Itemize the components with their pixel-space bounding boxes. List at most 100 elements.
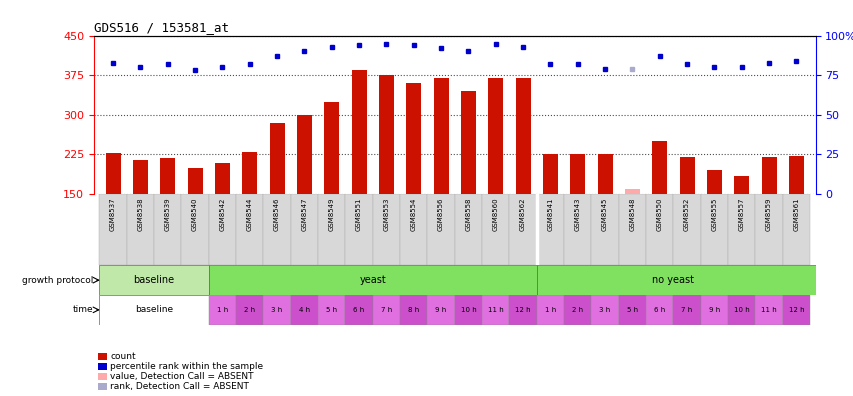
Text: 7 h: 7 h bbox=[681, 307, 692, 313]
Text: 12 h: 12 h bbox=[514, 307, 531, 313]
Text: GSM8540: GSM8540 bbox=[192, 198, 198, 231]
Bar bbox=[372, 295, 399, 325]
Text: 8 h: 8 h bbox=[408, 307, 419, 313]
Bar bbox=[160, 158, 175, 194]
Bar bbox=[618, 194, 646, 265]
Text: 3 h: 3 h bbox=[271, 307, 282, 313]
Text: 2 h: 2 h bbox=[572, 307, 583, 313]
Bar bbox=[482, 295, 509, 325]
Bar bbox=[728, 194, 755, 265]
Text: growth protocol: growth protocol bbox=[22, 276, 93, 285]
Text: 6 h: 6 h bbox=[353, 307, 364, 313]
Bar bbox=[433, 78, 448, 194]
Bar bbox=[482, 194, 509, 265]
Bar bbox=[673, 295, 700, 325]
Text: 3 h: 3 h bbox=[599, 307, 610, 313]
Text: 1 h: 1 h bbox=[544, 307, 555, 313]
Bar bbox=[761, 157, 775, 194]
Bar bbox=[564, 295, 591, 325]
Bar bbox=[406, 83, 421, 194]
Text: 11 h: 11 h bbox=[487, 307, 503, 313]
Text: GSM8538: GSM8538 bbox=[137, 198, 143, 231]
Text: GSM8542: GSM8542 bbox=[219, 198, 225, 231]
Bar bbox=[235, 295, 263, 325]
Bar bbox=[624, 189, 639, 194]
Text: GSM8557: GSM8557 bbox=[738, 198, 744, 231]
Bar bbox=[263, 295, 290, 325]
Text: GSM8539: GSM8539 bbox=[165, 198, 171, 231]
Bar bbox=[99, 194, 126, 265]
Text: 5 h: 5 h bbox=[626, 307, 637, 313]
Bar bbox=[426, 194, 455, 265]
Text: GSM8545: GSM8545 bbox=[601, 198, 607, 231]
Bar bbox=[215, 164, 229, 194]
Text: GSM8547: GSM8547 bbox=[301, 198, 307, 231]
Bar bbox=[734, 175, 748, 194]
Bar bbox=[509, 194, 537, 265]
Bar bbox=[345, 194, 372, 265]
Text: GSM8546: GSM8546 bbox=[274, 198, 280, 231]
Bar bbox=[208, 295, 235, 325]
Text: yeast: yeast bbox=[359, 275, 386, 285]
Text: 10 h: 10 h bbox=[460, 307, 476, 313]
Bar bbox=[372, 194, 399, 265]
Text: GDS516 / 153581_at: GDS516 / 153581_at bbox=[94, 21, 229, 34]
Text: GSM8552: GSM8552 bbox=[683, 198, 689, 231]
Bar bbox=[591, 295, 618, 325]
Bar bbox=[297, 115, 311, 194]
Bar bbox=[126, 194, 154, 265]
Bar bbox=[706, 170, 721, 194]
Bar bbox=[270, 123, 284, 194]
Bar bbox=[488, 78, 502, 194]
Text: GSM8558: GSM8558 bbox=[465, 198, 471, 231]
Text: GSM8541: GSM8541 bbox=[547, 198, 553, 231]
Text: GSM8543: GSM8543 bbox=[574, 198, 580, 231]
Bar bbox=[788, 156, 803, 194]
Text: GSM8555: GSM8555 bbox=[711, 198, 717, 231]
Bar bbox=[537, 265, 823, 295]
Bar bbox=[188, 168, 202, 194]
Bar bbox=[597, 154, 612, 194]
Bar bbox=[728, 295, 755, 325]
Bar bbox=[324, 102, 339, 194]
Bar bbox=[99, 265, 208, 295]
Bar bbox=[154, 194, 181, 265]
Text: GSM8548: GSM8548 bbox=[629, 198, 635, 231]
Bar bbox=[399, 194, 426, 265]
Text: GSM8554: GSM8554 bbox=[410, 198, 416, 231]
Bar bbox=[537, 295, 564, 325]
Bar bbox=[455, 295, 482, 325]
Bar bbox=[591, 194, 618, 265]
Bar bbox=[782, 194, 809, 265]
Text: 11 h: 11 h bbox=[760, 307, 776, 313]
Text: no yeast: no yeast bbox=[652, 275, 693, 285]
Text: 1 h: 1 h bbox=[217, 307, 228, 313]
Bar bbox=[133, 160, 148, 194]
Bar bbox=[755, 194, 782, 265]
Text: 5 h: 5 h bbox=[326, 307, 337, 313]
Bar bbox=[317, 295, 345, 325]
Bar bbox=[679, 157, 693, 194]
Text: 2 h: 2 h bbox=[244, 307, 255, 313]
Text: baseline: baseline bbox=[133, 275, 174, 285]
Bar bbox=[646, 295, 673, 325]
Bar bbox=[515, 78, 530, 194]
Text: GSM8562: GSM8562 bbox=[519, 198, 525, 231]
Bar bbox=[564, 194, 591, 265]
Bar bbox=[106, 153, 120, 194]
Text: 10 h: 10 h bbox=[733, 307, 749, 313]
Bar bbox=[290, 295, 317, 325]
Text: GSM8544: GSM8544 bbox=[247, 198, 252, 231]
Bar bbox=[317, 194, 345, 265]
Bar bbox=[700, 194, 728, 265]
Bar bbox=[351, 70, 366, 194]
Text: GSM8560: GSM8560 bbox=[492, 198, 498, 231]
Text: time: time bbox=[73, 305, 93, 314]
Text: GSM8537: GSM8537 bbox=[110, 198, 116, 231]
Bar bbox=[652, 141, 666, 194]
Bar bbox=[290, 194, 317, 265]
Bar bbox=[99, 295, 208, 325]
Bar bbox=[461, 91, 475, 194]
Bar bbox=[235, 194, 263, 265]
Text: GSM8556: GSM8556 bbox=[438, 198, 444, 231]
